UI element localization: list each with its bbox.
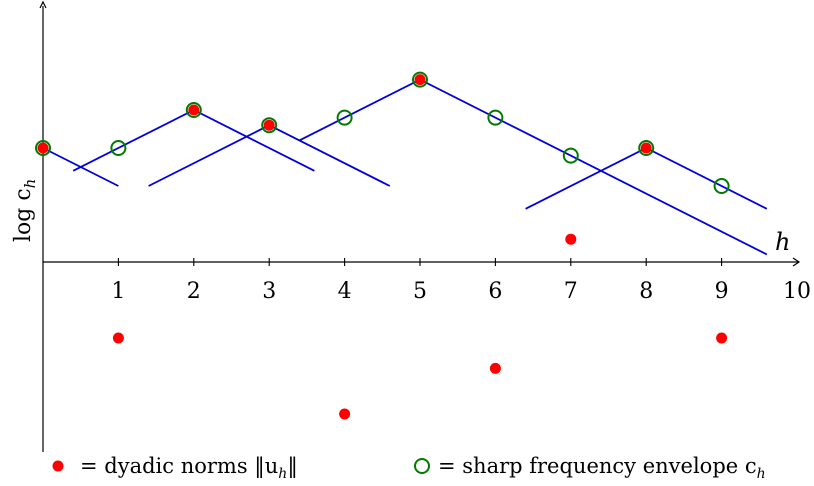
envelope-point xyxy=(261,117,278,134)
x-axis-arrow xyxy=(792,257,801,267)
envelope-point xyxy=(487,109,504,126)
legend-envelope-text: = sharp frequency envelope c xyxy=(438,454,757,478)
x-tick-labels: 1 2 3 4 5 6 7 8 9 10 xyxy=(111,279,811,304)
legend: = dyadic norms ‖uh‖ = sharp frequency en… xyxy=(52,454,766,482)
legend-envelope-marker xyxy=(414,458,430,474)
envelope-point xyxy=(562,147,579,164)
legend-dyadic-norms-text: = dyadic norms ‖u xyxy=(80,454,278,479)
x-tick-label: 8 xyxy=(639,279,653,304)
dyadic-norm-point xyxy=(640,142,652,154)
dyadic-norm-point xyxy=(565,233,577,245)
x-tick-label: 2 xyxy=(187,279,201,304)
x-tick-label: 6 xyxy=(488,279,502,304)
dyadic-norm-point xyxy=(37,142,49,154)
dyadic-norm-point xyxy=(263,119,275,131)
y-axis-label-main: log c xyxy=(11,188,36,242)
x-tick-label: 7 xyxy=(564,279,578,304)
legend-dyadic-norms-marker xyxy=(52,460,64,472)
y-axis-label-sub: h xyxy=(21,179,39,189)
svg-text:log ch: log ch xyxy=(11,179,39,242)
y-axis-arrow xyxy=(39,0,47,9)
envelope-point xyxy=(412,71,428,88)
envelope-point xyxy=(35,140,51,156)
envelope-tent-line xyxy=(148,124,391,187)
data-markers xyxy=(35,71,730,420)
dyadic-norm-point xyxy=(414,74,426,86)
x-tick-label: 9 xyxy=(715,279,729,304)
x-tick-label: 5 xyxy=(413,279,427,304)
envelope-point xyxy=(638,140,655,156)
dyadic-norm-point xyxy=(112,332,124,344)
x-tick-label: 1 xyxy=(111,279,125,304)
legend-envelope-sub: h xyxy=(757,466,766,482)
dyadic-norm-point xyxy=(188,104,200,116)
envelope-tent-line xyxy=(525,146,768,210)
envelope-tent-line xyxy=(72,108,315,172)
x-tick-label: 10 xyxy=(783,279,811,304)
envelope-point xyxy=(110,140,127,156)
x-tick-label: 3 xyxy=(262,279,276,304)
envelope-tent-lines xyxy=(42,78,768,256)
legend-envelope-label: = sharp frequency envelope ch xyxy=(438,454,766,482)
envelope-tent-line xyxy=(298,78,768,256)
dyadic-norm-point xyxy=(716,332,728,344)
legend-dyadic-norms-sub: h xyxy=(278,466,287,482)
dyadic-norm-point xyxy=(489,362,501,374)
y-axis-label: log ch xyxy=(11,179,39,242)
x-axis-label: h xyxy=(775,228,790,256)
x-tick-label: 4 xyxy=(338,279,352,304)
envelope-point xyxy=(713,178,730,194)
legend-dyadic-norms-label: = dyadic norms ‖uh‖ xyxy=(80,454,298,482)
dyadic-norm-point xyxy=(339,408,351,420)
envelope-point xyxy=(336,109,353,126)
legend-dyadic-norms-tail: ‖ xyxy=(287,454,298,479)
axes xyxy=(39,0,801,452)
envelope-point xyxy=(185,102,202,118)
